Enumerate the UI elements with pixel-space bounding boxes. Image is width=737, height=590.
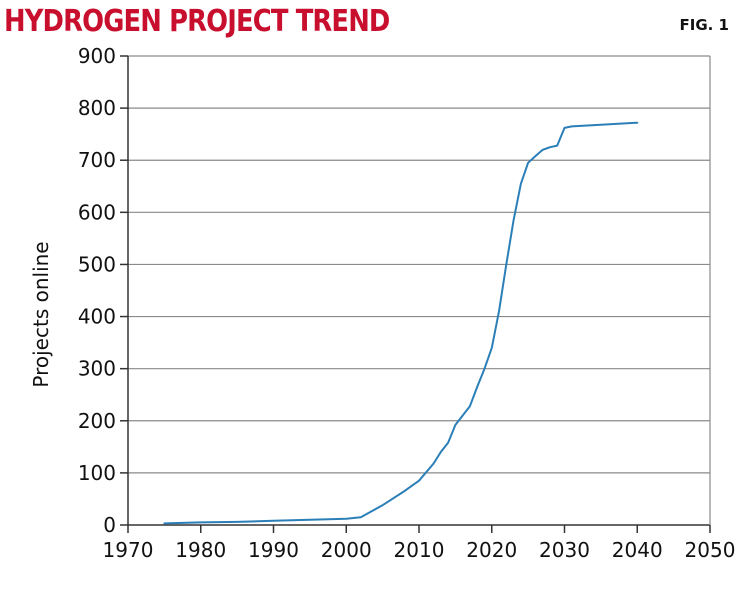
axes xyxy=(120,55,711,533)
x-tick-label-2010: 2010 xyxy=(394,538,445,562)
tick-labels: 0 100 200 300 400 500 600 700 800 900 1970 1980 1990… xyxy=(78,44,736,562)
y-tick-label-400: 400 xyxy=(78,305,116,329)
x-tick-label-1980: 1980 xyxy=(175,538,226,562)
y-axis-label: Projects online xyxy=(29,241,53,387)
y-tick-label-600: 600 xyxy=(78,200,116,224)
y-tick-label-500: 500 xyxy=(78,252,116,276)
chart-title: HYDROGEN PROJECT TREND xyxy=(4,4,390,39)
series-line-0 xyxy=(163,121,639,525)
x-tick-label-2020: 2020 xyxy=(466,538,517,562)
y-tick-label-0: 0 xyxy=(103,513,116,537)
x-tick-label-2040: 2040 xyxy=(612,538,663,562)
y-tick-label-100: 100 xyxy=(78,461,116,485)
x-tick-label-2000: 2000 xyxy=(321,538,372,562)
grid-lines xyxy=(128,55,710,474)
x-tick-label-1970: 1970 xyxy=(103,538,154,562)
y-tick-label-800: 800 xyxy=(78,96,116,120)
y-tick-label-900: 900 xyxy=(78,44,116,68)
x-tick-label-2030: 2030 xyxy=(539,538,590,562)
x-tick-label-2050: 2050 xyxy=(685,538,736,562)
series-layer xyxy=(163,121,639,525)
y-tick-label-200: 200 xyxy=(78,409,116,433)
figure-label: FIG. 1 xyxy=(679,16,730,34)
y-tick-label-700: 700 xyxy=(78,148,116,172)
x-tick-label-1990: 1990 xyxy=(248,538,299,562)
y-tick-label-300: 300 xyxy=(78,357,116,381)
